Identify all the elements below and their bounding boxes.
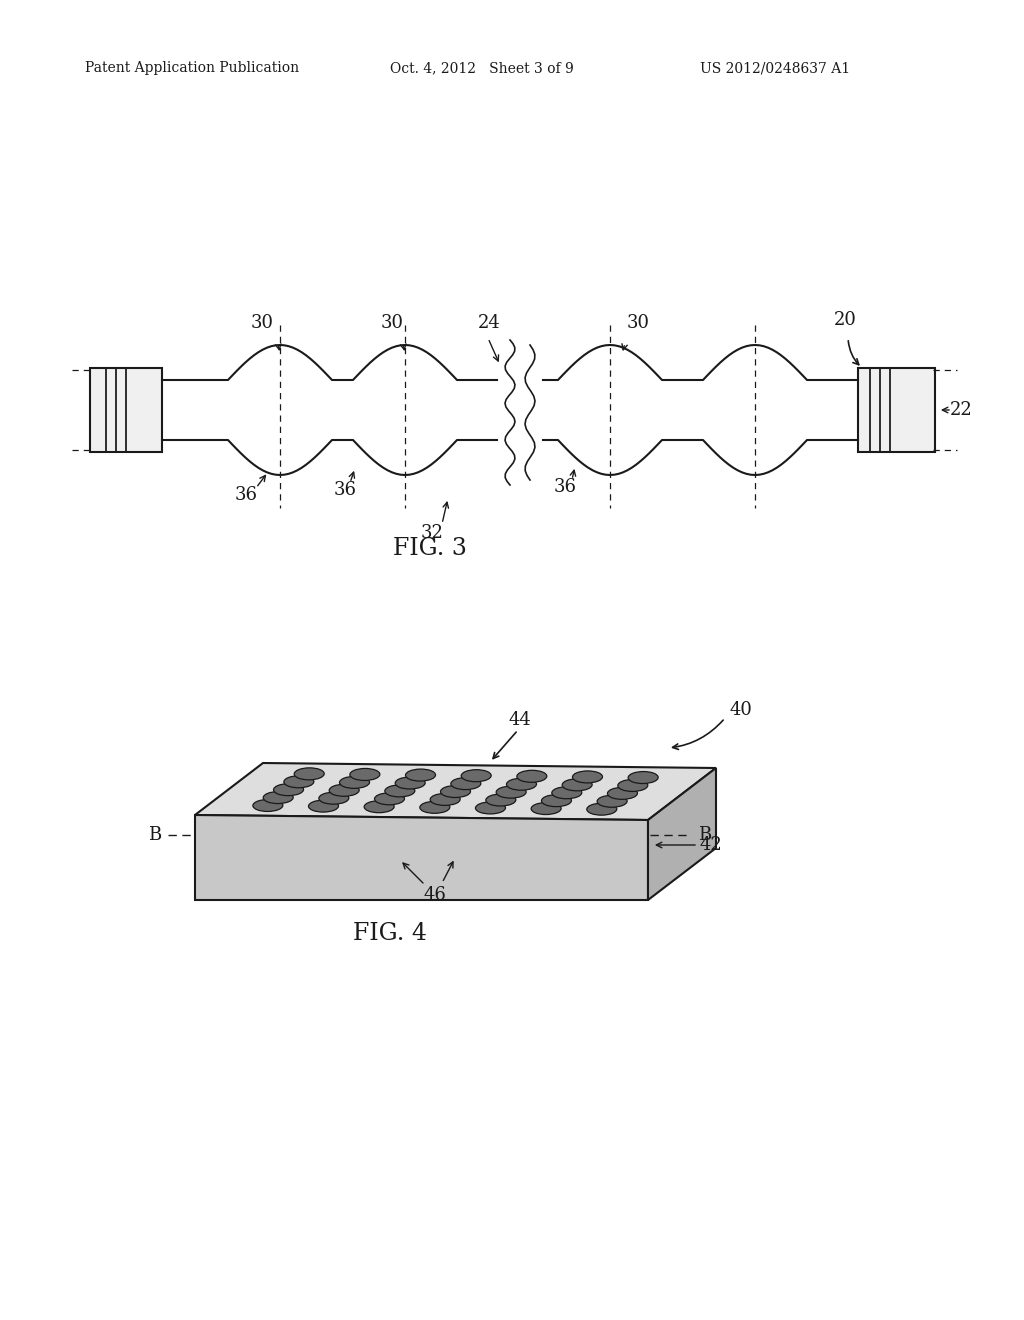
Polygon shape <box>195 763 716 820</box>
Text: B: B <box>698 826 712 843</box>
Ellipse shape <box>253 800 283 812</box>
Text: Patent Application Publication: Patent Application Publication <box>85 61 299 75</box>
Ellipse shape <box>485 795 516 807</box>
Text: 24: 24 <box>478 314 501 333</box>
Ellipse shape <box>406 770 435 781</box>
Text: 40: 40 <box>730 701 753 719</box>
Ellipse shape <box>308 800 339 812</box>
Ellipse shape <box>552 787 582 799</box>
Text: 46: 46 <box>424 886 446 904</box>
Ellipse shape <box>284 776 314 788</box>
Ellipse shape <box>587 803 616 816</box>
Ellipse shape <box>562 779 592 791</box>
Ellipse shape <box>340 776 370 788</box>
Ellipse shape <box>517 771 547 783</box>
Ellipse shape <box>430 793 460 805</box>
Text: 42: 42 <box>700 836 723 854</box>
Ellipse shape <box>531 803 561 814</box>
Text: 30: 30 <box>251 314 273 333</box>
Ellipse shape <box>375 793 404 805</box>
Ellipse shape <box>263 792 293 804</box>
Ellipse shape <box>329 784 359 796</box>
Polygon shape <box>195 814 648 900</box>
Text: 36: 36 <box>334 480 356 499</box>
Text: 30: 30 <box>381 314 403 333</box>
Ellipse shape <box>294 768 325 780</box>
Polygon shape <box>648 768 716 900</box>
Polygon shape <box>90 368 162 451</box>
Text: Oct. 4, 2012   Sheet 3 of 9: Oct. 4, 2012 Sheet 3 of 9 <box>390 61 573 75</box>
Text: FIG. 4: FIG. 4 <box>353 921 427 945</box>
Text: 36: 36 <box>554 478 577 496</box>
Text: US 2012/0248637 A1: US 2012/0248637 A1 <box>700 61 850 75</box>
Ellipse shape <box>273 784 303 796</box>
Text: 36: 36 <box>234 486 257 504</box>
Ellipse shape <box>461 770 492 781</box>
Ellipse shape <box>507 779 537 791</box>
Ellipse shape <box>617 779 648 792</box>
Text: 30: 30 <box>627 314 649 333</box>
Ellipse shape <box>475 803 506 814</box>
Ellipse shape <box>451 777 481 789</box>
Ellipse shape <box>440 785 470 797</box>
Text: 32: 32 <box>421 524 443 543</box>
Ellipse shape <box>607 787 638 800</box>
Text: 44: 44 <box>509 711 531 729</box>
Text: 22: 22 <box>950 401 973 418</box>
Ellipse shape <box>420 801 450 813</box>
Ellipse shape <box>365 801 394 813</box>
Ellipse shape <box>497 787 526 799</box>
Ellipse shape <box>597 795 627 808</box>
Ellipse shape <box>542 795 571 807</box>
Text: B: B <box>148 826 162 843</box>
Text: 20: 20 <box>834 312 856 329</box>
Ellipse shape <box>572 771 602 783</box>
Ellipse shape <box>385 785 415 797</box>
Polygon shape <box>858 368 935 451</box>
Ellipse shape <box>395 777 425 789</box>
Ellipse shape <box>350 768 380 780</box>
Ellipse shape <box>318 792 349 804</box>
Ellipse shape <box>628 771 658 784</box>
Text: FIG. 3: FIG. 3 <box>393 537 467 560</box>
